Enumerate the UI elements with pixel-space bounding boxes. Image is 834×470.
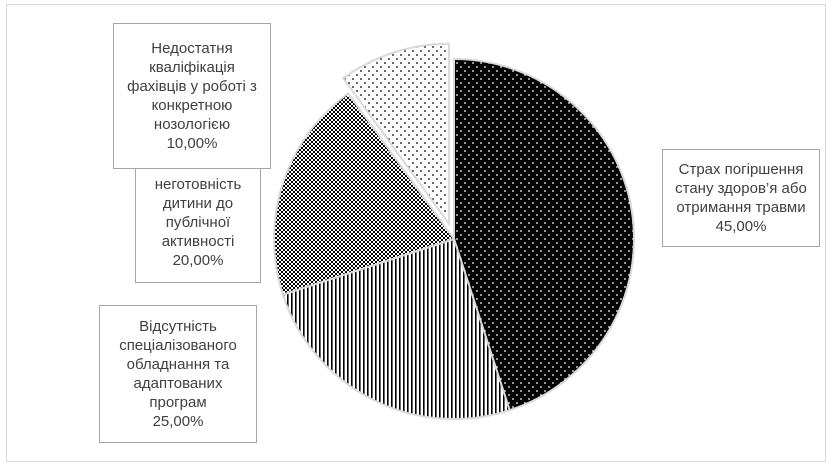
chart-area: Страх погіршення стану здоров’я або отри…	[6, 4, 826, 462]
slice-qualification	[341, 42, 451, 227]
slice-fear	[453, 57, 635, 412]
data-label-fear: Страх погіршення стану здоров’я або отри…	[662, 149, 820, 247]
pie-chart	[273, 42, 635, 420]
data-label-fear-name: Страх погіршення стану здоров’я або отри…	[675, 161, 807, 216]
slice-equipment	[281, 237, 511, 420]
data-label-qualification-value: 10,00%	[166, 135, 218, 152]
data-label-readiness-name: неготовність дитини до публічної активно…	[154, 175, 242, 250]
data-label-fear-value: 45,00%	[715, 218, 767, 235]
data-label-qualification: Недостатня кваліфікація фахівців у робот…	[113, 23, 271, 169]
data-label-equipment-name: Відсутність спеціалізованого обладнання …	[119, 318, 237, 411]
pie-slices	[273, 42, 635, 420]
data-label-equipment-value: 25,00%	[152, 413, 204, 430]
data-label-readiness-value: 20,00%	[172, 251, 224, 269]
data-label-readiness: неготовність дитини до публічної активно…	[135, 161, 261, 283]
data-label-qualification-name: Недостатня кваліфікація фахівців у робот…	[127, 40, 257, 133]
slice-readiness	[273, 91, 456, 296]
data-label-equipment: Відсутність спеціалізованого обладнання …	[99, 305, 257, 443]
